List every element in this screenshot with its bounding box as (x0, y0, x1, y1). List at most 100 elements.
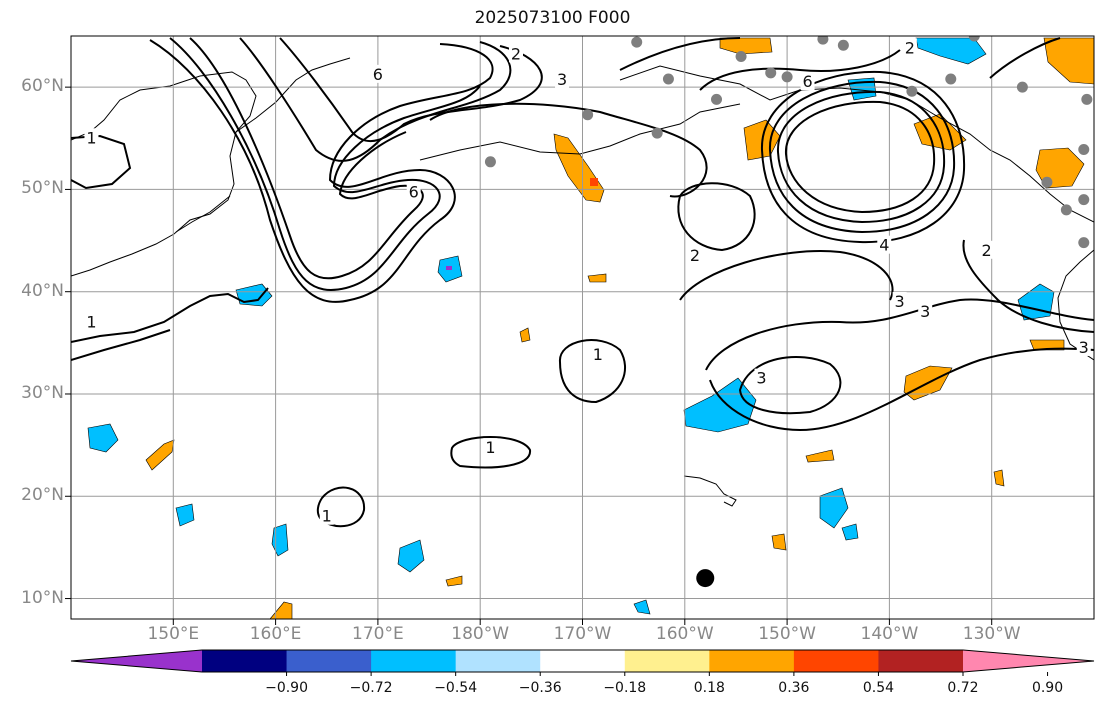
colorbar-segment (624, 650, 710, 672)
colorbar-segment (455, 650, 541, 672)
red-anomaly-core (590, 178, 598, 186)
contour-label-bg (555, 69, 570, 88)
lon-tick-label: 160°E (249, 624, 302, 644)
station-marker (781, 71, 793, 83)
lon-tick-label: 180°W (451, 624, 510, 644)
station-marker (906, 85, 918, 97)
orange-anomaly-region (445, 575, 463, 587)
lat-tick-label: 10°N (21, 587, 64, 608)
orange-anomaly-region (771, 533, 787, 551)
colorbar-tick-label: −0.18 (603, 680, 647, 696)
cyan-anomaly-region (841, 523, 859, 541)
contour-label-bg (509, 44, 524, 63)
cyan-anomaly-region (683, 377, 757, 433)
colorbar-segment (286, 650, 372, 672)
contour-label-bg (1076, 337, 1091, 356)
colorbar-tick-label: 0.90 (1031, 680, 1064, 696)
station-marker (711, 93, 723, 105)
orange-anomaly-region (145, 439, 175, 471)
colorbar-outline (70, 649, 1095, 673)
contour-label: 6 (409, 182, 419, 201)
cyan-anomaly-region (1017, 283, 1055, 321)
contour-label-bg (800, 72, 815, 91)
orange-anomaly-region (805, 449, 835, 463)
lon-tick-label: 160°W (655, 624, 714, 644)
lat-tick-label: 40°N (21, 280, 64, 301)
contour-line-2 (429, 102, 708, 198)
colorbar-segment (878, 650, 964, 672)
hawaii-islands (683, 475, 737, 507)
cyan-anomaly-region (819, 487, 849, 529)
lon-tick-label: 170°E (352, 624, 404, 644)
contour-line-3 (705, 298, 1094, 371)
colorbar-tick-label: −0.90 (265, 680, 308, 696)
contour-label: 1 (86, 128, 96, 147)
cyan-anomaly-region (633, 599, 651, 615)
contour-label-bg (84, 312, 99, 331)
contour-label: 3 (557, 70, 567, 89)
lon-tick-marks (172, 619, 993, 625)
contour-line-2 (962, 239, 1094, 333)
lon-tick-label: 150°W (758, 624, 816, 644)
cyan-anomaly-region (271, 523, 289, 557)
lat-tick-label: 30°N (21, 382, 64, 403)
asia-coastline (71, 71, 257, 277)
contour-line-6 (699, 49, 901, 91)
contour-line-1 (71, 329, 171, 361)
orange-anomaly-region (1029, 339, 1065, 351)
contour-ring-2 (677, 182, 756, 252)
contour-label: 6 (802, 72, 812, 91)
lat-tick-label: 20°N (21, 485, 64, 506)
kuril-islands (175, 195, 231, 233)
colorbar-tick-label: 0.54 (862, 680, 895, 696)
contour-ring-1 (316, 486, 366, 528)
contour-label-bg (370, 64, 385, 83)
orange-anomaly-region (1043, 37, 1094, 85)
lon-tick-label: 170°W (553, 624, 612, 644)
contour-label: 3 (920, 302, 930, 321)
contour-label-bg (590, 345, 605, 364)
contour-label: 3 (756, 369, 766, 388)
contour-label: 1 (593, 345, 603, 364)
station-marker (484, 156, 496, 168)
jet-contour-3 (189, 37, 424, 280)
cyan-anomaly-region (915, 37, 987, 65)
station-marker (651, 127, 663, 139)
lon-tick-label: 150°E (147, 624, 200, 644)
contour-ring-1 (450, 436, 531, 469)
cyan-anomaly-region (397, 539, 425, 573)
lat-tick-label: 50°N (21, 178, 64, 199)
colorbar-tick-label: −0.72 (349, 680, 393, 696)
contour-line-1 (71, 287, 269, 343)
gridlines (71, 36, 1094, 619)
lat-tick-label: 60°N (21, 76, 64, 97)
jet-contour-2 (169, 37, 481, 291)
station-marker (1078, 194, 1090, 206)
aleutian-islands (419, 103, 741, 161)
colorbar-tick-label: 0.18 (693, 680, 725, 696)
contour-ring-3 (738, 356, 842, 415)
colorbar-tick-label: −0.36 (518, 680, 562, 696)
colorbar-segment (202, 650, 288, 672)
contour-label: 2 (981, 241, 991, 260)
contour-label-bg (483, 438, 498, 457)
station-marker (837, 39, 849, 51)
contour-label-bg (918, 302, 933, 321)
contour-label: 3 (1079, 338, 1089, 357)
contour-label: 2 (905, 38, 915, 57)
cyan-anomaly-region (175, 503, 195, 527)
observation-stations (484, 36, 1093, 588)
station-marker (817, 36, 829, 45)
station-marker (968, 36, 980, 42)
colorbar-tick-label: 0.72 (947, 680, 979, 696)
station-marker (1060, 204, 1072, 216)
station-marker (582, 109, 594, 121)
purple-anomaly-core (446, 266, 452, 270)
lon-tick-label: 130°W (962, 624, 1021, 644)
contour-label: 1 (86, 312, 96, 331)
contour-line-1 (71, 134, 132, 190)
orange-anomaly-region (553, 133, 605, 203)
station-marker (1041, 176, 1053, 188)
